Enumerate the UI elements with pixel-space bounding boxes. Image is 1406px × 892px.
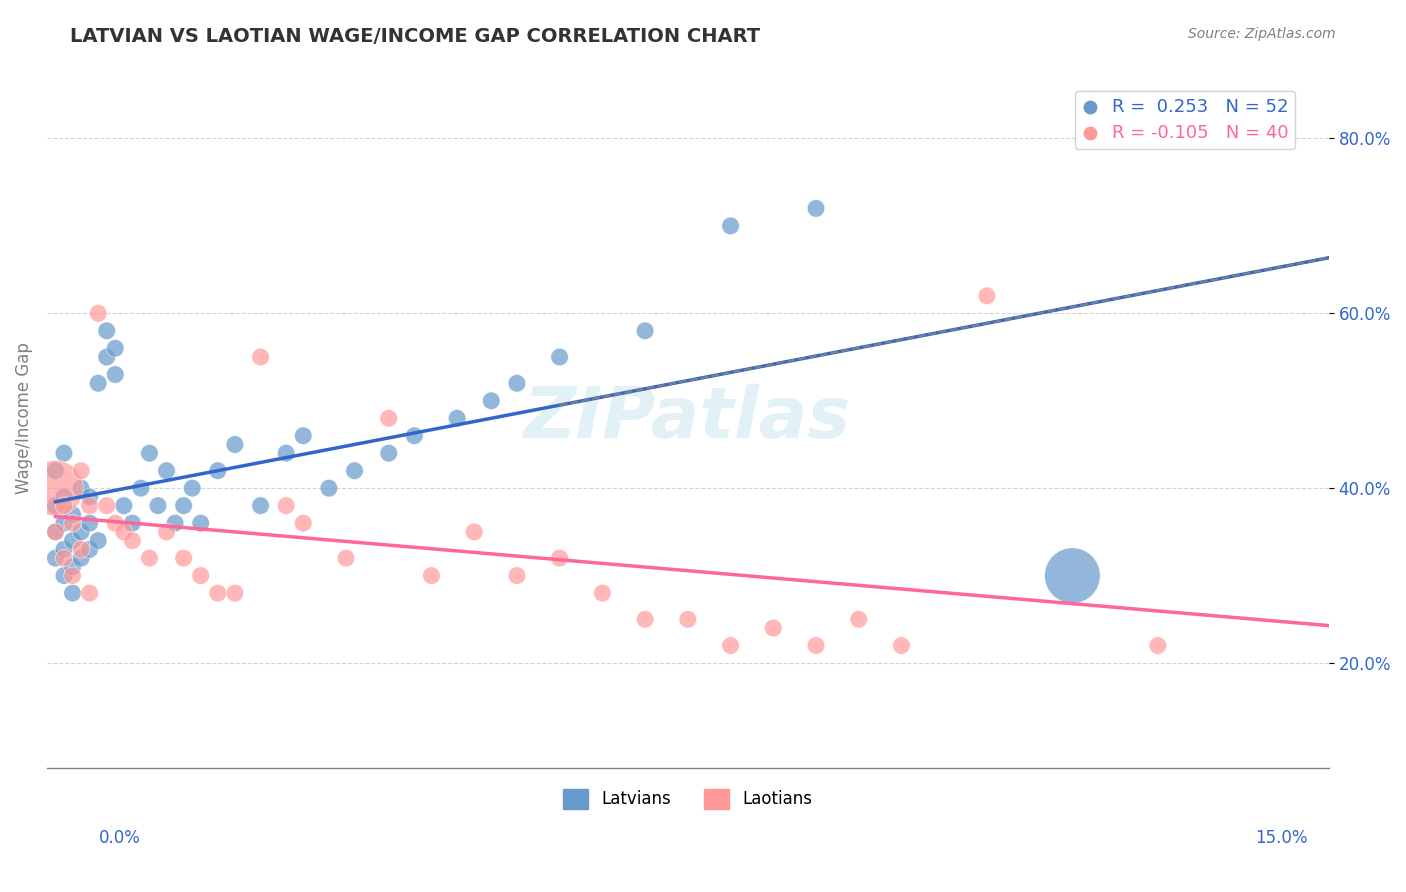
- Point: [44, 524, 66, 539]
- Point: [53, 490, 76, 504]
- Point: [138, 446, 160, 460]
- Point: [591, 586, 613, 600]
- Point: [155, 524, 177, 539]
- Point: [190, 568, 212, 582]
- Point: [44, 551, 66, 566]
- Point: [1147, 639, 1170, 653]
- Point: [377, 446, 399, 460]
- Point: [44, 464, 66, 478]
- Point: [70, 551, 93, 566]
- Point: [676, 612, 699, 626]
- Point: [87, 376, 110, 391]
- Point: [44, 481, 66, 495]
- Point: [420, 568, 443, 582]
- Point: [207, 464, 229, 478]
- Point: [104, 341, 127, 355]
- Text: ZIPatlas: ZIPatlas: [524, 384, 852, 453]
- Point: [62, 533, 84, 548]
- Point: [173, 551, 195, 566]
- Point: [112, 524, 135, 539]
- Point: [79, 490, 101, 504]
- Point: [318, 481, 340, 495]
- Point: [44, 524, 66, 539]
- Point: [62, 568, 84, 582]
- Point: [62, 586, 84, 600]
- Point: [146, 499, 169, 513]
- Legend: Latvians, Laotians: Latvians, Laotians: [557, 782, 820, 815]
- Point: [404, 428, 426, 442]
- Point: [62, 559, 84, 574]
- Point: [79, 586, 101, 600]
- Point: [224, 586, 246, 600]
- Point: [96, 324, 118, 338]
- Point: [121, 533, 143, 548]
- Point: [53, 516, 76, 530]
- Point: [720, 219, 742, 233]
- Text: 0.0%: 0.0%: [98, 829, 141, 847]
- Point: [70, 481, 93, 495]
- Point: [479, 393, 502, 408]
- Point: [173, 499, 195, 513]
- Point: [112, 499, 135, 513]
- Point: [53, 551, 76, 566]
- Point: [249, 350, 271, 364]
- Point: [548, 551, 571, 566]
- Point: [44, 499, 66, 513]
- Point: [335, 551, 357, 566]
- Point: [165, 516, 187, 530]
- Point: [207, 586, 229, 600]
- Point: [53, 446, 76, 460]
- Point: [129, 481, 152, 495]
- Point: [548, 350, 571, 364]
- Point: [62, 508, 84, 522]
- Point: [53, 542, 76, 557]
- Point: [377, 411, 399, 425]
- Point: [276, 446, 298, 460]
- Point: [292, 428, 315, 442]
- Point: [181, 481, 204, 495]
- Point: [343, 464, 366, 478]
- Point: [224, 437, 246, 451]
- Point: [96, 350, 118, 364]
- Point: [506, 376, 529, 391]
- Point: [155, 464, 177, 478]
- Point: [121, 516, 143, 530]
- Point: [804, 202, 827, 216]
- Point: [292, 516, 315, 530]
- Point: [70, 524, 93, 539]
- Point: [634, 612, 657, 626]
- Point: [96, 499, 118, 513]
- Point: [804, 639, 827, 653]
- Point: [79, 542, 101, 557]
- Point: [104, 516, 127, 530]
- Point: [138, 551, 160, 566]
- Point: [53, 568, 76, 582]
- Point: [976, 289, 998, 303]
- Point: [890, 639, 912, 653]
- Point: [720, 639, 742, 653]
- Point: [79, 516, 101, 530]
- Point: [70, 542, 93, 557]
- Point: [79, 499, 101, 513]
- Y-axis label: Wage/Income Gap: Wage/Income Gap: [15, 343, 32, 494]
- Point: [848, 612, 870, 626]
- Point: [276, 499, 298, 513]
- Text: 15.0%: 15.0%: [1256, 829, 1308, 847]
- Point: [634, 324, 657, 338]
- Point: [104, 368, 127, 382]
- Text: LATVIAN VS LAOTIAN WAGE/INCOME GAP CORRELATION CHART: LATVIAN VS LAOTIAN WAGE/INCOME GAP CORRE…: [70, 27, 761, 45]
- Point: [190, 516, 212, 530]
- Point: [1062, 568, 1084, 582]
- Point: [87, 306, 110, 320]
- Point: [249, 499, 271, 513]
- Point: [762, 621, 785, 635]
- Point: [53, 499, 76, 513]
- Point: [87, 533, 110, 548]
- Point: [506, 568, 529, 582]
- Point: [446, 411, 468, 425]
- Point: [463, 524, 485, 539]
- Point: [70, 464, 93, 478]
- Point: [62, 516, 84, 530]
- Text: Source: ZipAtlas.com: Source: ZipAtlas.com: [1188, 27, 1336, 41]
